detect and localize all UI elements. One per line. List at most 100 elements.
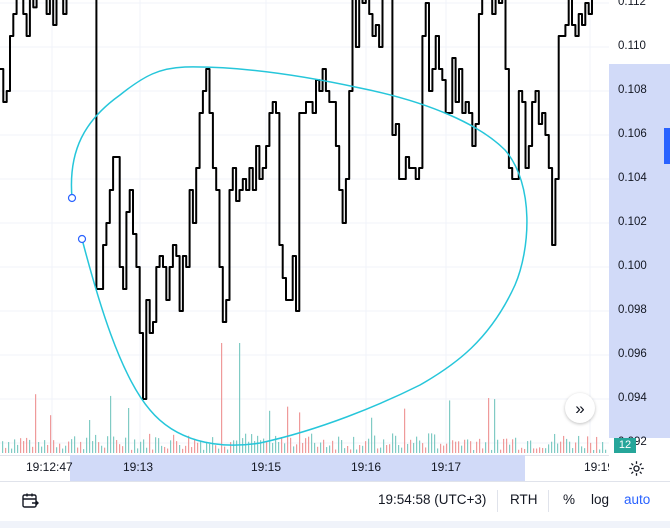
volume-bar [380, 447, 382, 453]
volume-bar [32, 446, 34, 453]
volume-bar [194, 438, 196, 453]
scroll-to-realtime-icon: » [575, 398, 585, 418]
log-toggle[interactable]: log [591, 492, 610, 507]
volume-bar [425, 447, 427, 453]
volume-bar [257, 435, 259, 453]
volume-bar [92, 441, 94, 453]
time-axis-selection [70, 455, 525, 481]
volume-bar [224, 446, 226, 453]
volume-bar [482, 448, 484, 453]
volume-bar [389, 444, 391, 453]
volume-bar [293, 446, 295, 453]
volume-bar [551, 441, 553, 453]
time-tick: 19:16 [351, 460, 382, 474]
auto-scale-toggle[interactable]: auto [624, 492, 651, 507]
volume-bar [566, 438, 568, 453]
volume-bar [104, 447, 106, 453]
price-tick: 0.104 [618, 172, 647, 184]
volume-bar [176, 441, 178, 453]
volume-bar [80, 441, 82, 453]
volume-bar [419, 440, 421, 453]
volume-bar [203, 449, 205, 453]
volume-bar [158, 438, 160, 453]
volume-bar [524, 448, 526, 453]
volume-bar [509, 444, 511, 453]
volume-bar [236, 440, 238, 453]
volume-bar [332, 440, 334, 453]
price-tick: 0.106 [618, 128, 647, 140]
volume-bar [17, 444, 19, 453]
date-range-icon[interactable] [20, 491, 40, 511]
scroll-to-realtime-button[interactable]: » [565, 393, 595, 423]
gear-icon[interactable] [623, 456, 649, 480]
volume-bar [2, 441, 4, 453]
price-tick: 0.100 [618, 260, 647, 272]
volume-bar [212, 437, 214, 453]
volume-bar [86, 437, 88, 453]
volume-bar [476, 441, 478, 453]
time-tick: 19:19 [584, 460, 609, 474]
volume-bar [233, 440, 235, 453]
volume-bar [572, 448, 574, 453]
volume-bar [404, 408, 406, 453]
volume-bar [62, 448, 64, 453]
volume-bar [398, 445, 400, 453]
volume-bar [518, 449, 520, 453]
volume-bar [272, 442, 274, 453]
volume-bar [512, 439, 514, 453]
volume-bar [470, 441, 472, 453]
volume-bar [107, 436, 109, 453]
volume-bar [140, 441, 142, 453]
volume-bar [245, 433, 247, 453]
volume-bar [539, 447, 541, 453]
volume-bar [563, 435, 565, 453]
divider [548, 490, 549, 512]
volume-bar [227, 449, 229, 453]
volume-bar [365, 441, 367, 453]
volume-bar [467, 439, 469, 453]
chart-grid [0, 0, 609, 455]
percent-toggle[interactable]: % [563, 492, 576, 507]
price-line [0, 0, 593, 400]
session-toggle[interactable]: RTH [510, 492, 538, 507]
volume-bar [296, 444, 298, 453]
volume-bar [206, 441, 208, 453]
volume-bar [503, 438, 505, 453]
volume-bar [317, 446, 319, 453]
volume-bar [209, 443, 211, 453]
price-chart[interactable] [0, 0, 609, 455]
price-tick: 0.112 [618, 0, 646, 8]
volume-bar [323, 439, 325, 453]
volume-bar [311, 433, 313, 453]
volume-bar [401, 447, 403, 453]
volume-bar [50, 415, 52, 453]
volume-bar [137, 448, 139, 453]
time-tick: 19:13 [123, 460, 154, 474]
volume-bar [149, 433, 151, 453]
volume-bar [263, 438, 265, 453]
volume-bar [350, 449, 352, 453]
volume-bar [155, 437, 157, 453]
volume-bar [362, 445, 364, 453]
volume-bar [347, 445, 349, 453]
volume-bar [449, 400, 451, 453]
volume-bar [530, 440, 532, 453]
volume-bar [491, 449, 493, 453]
volume-bar [5, 447, 7, 453]
volume-bar [281, 437, 283, 453]
time-tick: 19:12:47 [26, 460, 73, 474]
drawing-handle [77, 234, 87, 244]
volume-bar [341, 440, 343, 453]
volume-bar [368, 438, 370, 453]
volume-bar [515, 437, 517, 453]
volume-bar [74, 436, 76, 453]
volume-bar [560, 441, 562, 453]
volume-bar [56, 447, 58, 453]
volume-bar [254, 441, 256, 453]
volume-bar [47, 444, 49, 453]
volume-bar [578, 435, 580, 453]
clock-timezone[interactable]: 19:54:58 (UTC+3) [378, 492, 487, 507]
volume-bar [191, 447, 193, 453]
volume-bar [314, 442, 316, 453]
volume-bar [110, 395, 112, 453]
